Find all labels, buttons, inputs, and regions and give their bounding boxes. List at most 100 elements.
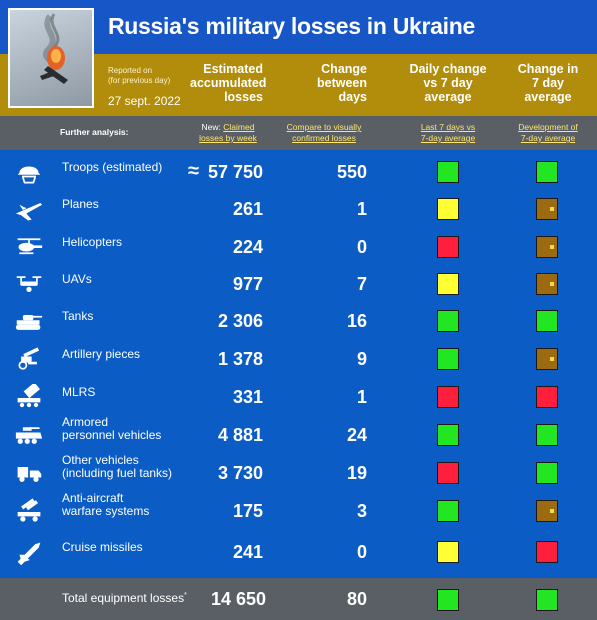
total-label-text: Total equipment losses: [62, 591, 185, 605]
row-value: 241: [232, 542, 263, 562]
header-accumulated: Estimated accumulated losses: [190, 62, 267, 104]
row-label-line1: Tanks: [62, 309, 94, 323]
row-label-line2: personnel vehicles: [62, 428, 162, 442]
burning-aircraft-photo: [8, 8, 94, 108]
row-label: Armored personnel vehicles: [62, 416, 161, 442]
row-change: 24: [346, 425, 367, 445]
table-body: [0, 150, 597, 578]
daily-change-indicator: [437, 273, 459, 295]
compare-link-line2[interactable]: confirmed losses: [292, 133, 356, 143]
header-band: [0, 54, 597, 116]
total-label: Total equipment losses*: [62, 591, 187, 605]
drone-icon: [12, 271, 46, 299]
row-value: 224: [232, 237, 263, 257]
trend-indicator: [536, 348, 558, 370]
development-average-link[interactable]: Development of 7-day average: [506, 122, 590, 144]
total-daily-indicator: [437, 589, 459, 611]
row-label-line2: (including fuel tanks): [62, 466, 173, 480]
reported-line-1: Reported on: [108, 66, 153, 75]
trend-indicator: [536, 236, 558, 258]
daily-change-indicator: [437, 348, 459, 370]
row-label-line1: Other vehicles: [62, 453, 139, 467]
truck-icon: [12, 460, 46, 488]
dev-link-line2[interactable]: 7-day average: [520, 133, 576, 143]
row-label: Troops (estimated): [62, 161, 162, 174]
trend-indicator: [536, 541, 558, 563]
last7-link-line2[interactable]: 7-day average: [420, 133, 476, 143]
row-change: 19: [346, 463, 367, 483]
row-value: 175: [232, 501, 263, 521]
row-label-line1: Armored: [62, 415, 109, 429]
row-value: 1 378: [217, 349, 263, 369]
trend-indicator: [536, 462, 558, 484]
row-value: 977: [232, 274, 263, 294]
trend-indicator: [536, 500, 558, 522]
row-value: 331: [232, 387, 263, 407]
new-prefix: New:: [201, 122, 221, 132]
trend-dot: [550, 357, 554, 361]
row-change: 1: [356, 387, 367, 407]
trend-indicator: [536, 198, 558, 220]
approx-symbol: ≈: [188, 160, 199, 182]
row-label: Anti-aircraft warfare systems: [62, 492, 149, 518]
dev-link-line1[interactable]: Development of: [518, 122, 578, 132]
row-label: Tanks: [62, 310, 93, 323]
row-label-line1: Cruise missiles: [62, 540, 143, 554]
row-label-line1: MLRS: [62, 385, 96, 399]
row-label: Planes: [62, 198, 99, 211]
trend-indicator: [536, 273, 558, 295]
armored-vehicle-icon: [12, 422, 46, 450]
further-analysis-label: Further analysis:: [60, 127, 129, 137]
row-label-line1: UAVs: [62, 272, 92, 286]
compare-confirmed-link[interactable]: Compare to visually confirmed losses: [278, 122, 370, 144]
total-change: 80: [346, 589, 367, 609]
trend-indicator: [536, 310, 558, 332]
daily-change-indicator: [437, 386, 459, 408]
trend-indicator: [536, 386, 558, 408]
row-value: 57 750: [207, 162, 263, 182]
last-7-days-link[interactable]: Last 7 days vs 7-day average: [408, 122, 488, 144]
total-band: [0, 578, 597, 620]
header-daily-vs-average: Daily change vs 7 day average: [409, 62, 487, 104]
row-label-line1: Troops (estimated): [62, 160, 163, 174]
claimed-losses-link-line2[interactable]: losses by week: [199, 133, 257, 143]
row-label: Artillery pieces: [62, 348, 140, 361]
tank-icon: [12, 308, 46, 336]
title-band: [0, 0, 597, 54]
row-label-line1: Anti-aircraft: [62, 491, 124, 505]
trend-dot: [550, 509, 554, 513]
row-label-line1: Artillery pieces: [62, 347, 141, 361]
total-trend-indicator: [536, 589, 558, 611]
row-change: 3: [356, 501, 367, 521]
page-title: Russia's military losses in Ukraine: [108, 13, 475, 39]
header-change: Change between days: [316, 62, 367, 104]
anti-aircraft-icon: [12, 498, 46, 526]
row-value: 261: [232, 199, 263, 219]
analysis-band: [0, 116, 597, 150]
soldier-helmet-icon: [12, 159, 46, 187]
row-change: 9: [356, 349, 367, 369]
report-date: 27 sept. 2022: [108, 94, 181, 108]
fighter-jet-icon: [12, 196, 46, 224]
row-label: MLRS: [62, 386, 95, 399]
last7-link-line1[interactable]: Last 7 days vs: [420, 122, 476, 132]
reported-note: Reported on (for previous day): [108, 66, 170, 86]
artillery-icon: [12, 346, 46, 374]
daily-change-indicator: [437, 236, 459, 258]
row-label: Other vehicles (including fuel tanks): [62, 454, 172, 480]
trend-indicator: [536, 161, 558, 183]
row-value: 3 730: [217, 463, 263, 483]
claimed-losses-link[interactable]: Claimed: [223, 122, 255, 132]
daily-change-indicator: [437, 462, 459, 484]
header-change-in-average: Change in 7 day average: [517, 62, 579, 104]
claimed-losses-link-block[interactable]: New: Claimed losses by week: [186, 122, 270, 144]
helicopter-icon: [12, 234, 46, 262]
daily-change-indicator: [437, 310, 459, 332]
row-label-line1: Helicopters: [62, 235, 123, 249]
row-value: 2 306: [217, 311, 263, 331]
row-value: 4 881: [217, 425, 263, 445]
trend-indicator: [536, 424, 558, 446]
reported-line-2: (for previous day): [108, 76, 171, 85]
trend-dot: [550, 282, 554, 286]
compare-link-line1[interactable]: Compare to visually: [286, 122, 362, 132]
